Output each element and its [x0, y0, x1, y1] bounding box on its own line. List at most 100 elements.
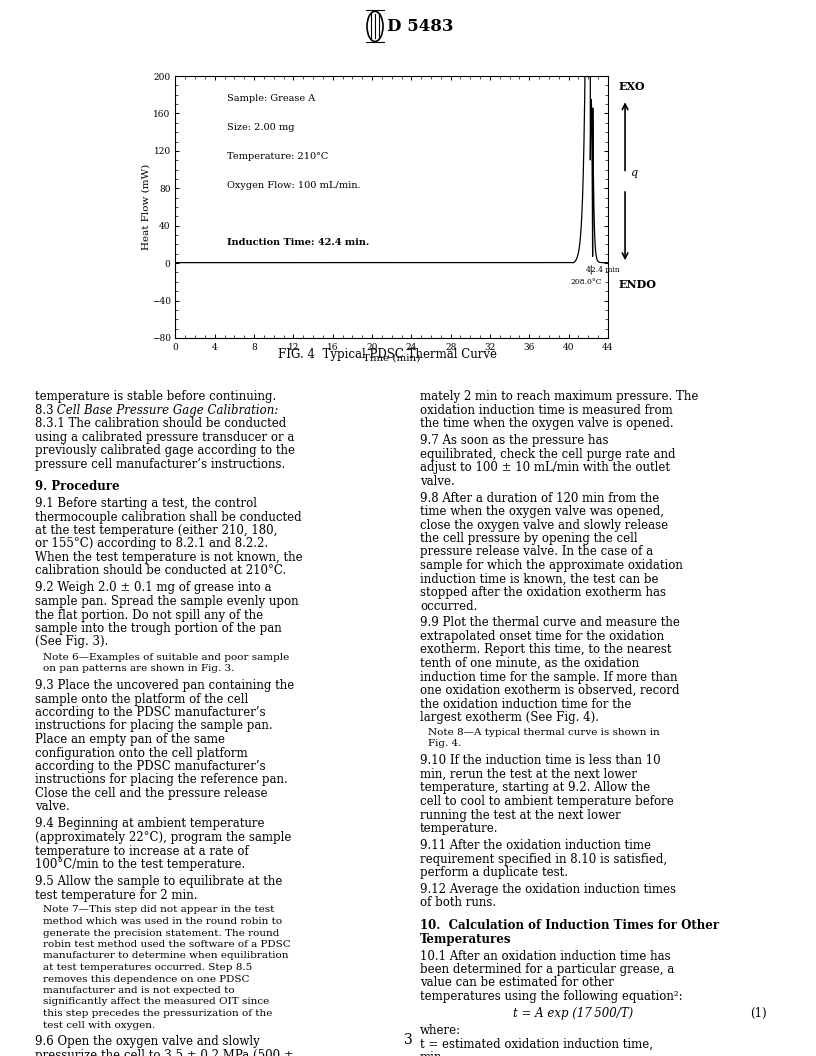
Text: robin test method used the software of a PDSC: robin test method used the software of a…: [43, 940, 290, 949]
Text: running the test at the next lower: running the test at the next lower: [420, 809, 621, 822]
Text: the flat portion. Do not spill any of the: the flat portion. Do not spill any of th…: [35, 608, 263, 622]
Text: 9.9 Plot the thermal curve and measure the: 9.9 Plot the thermal curve and measure t…: [420, 617, 680, 629]
Text: sample into the trough portion of the pan: sample into the trough portion of the pa…: [35, 622, 282, 635]
Text: thermocouple calibration shall be conducted: thermocouple calibration shall be conduc…: [35, 510, 302, 524]
Text: instructions for placing the reference pan.: instructions for placing the reference p…: [35, 773, 288, 787]
Text: close the oxygen valve and slowly release: close the oxygen valve and slowly releas…: [420, 518, 668, 531]
Y-axis label: Heat Flow (mW): Heat Flow (mW): [141, 164, 150, 250]
Text: temperature, starting at 9.2. Allow the: temperature, starting at 9.2. Allow the: [420, 781, 650, 794]
Text: configuration onto the cell platform: configuration onto the cell platform: [35, 747, 247, 759]
Text: or 155°C) according to 8.2.1 and 8.2.2.: or 155°C) according to 8.2.1 and 8.2.2.: [35, 538, 268, 550]
Text: (1): (1): [750, 1007, 767, 1020]
Text: 9.10 If the induction time is less than 10: 9.10 If the induction time is less than …: [420, 754, 661, 768]
Text: one oxidation exotherm is observed, record: one oxidation exotherm is observed, reco…: [420, 684, 680, 697]
Text: Close the cell and the pressure release: Close the cell and the pressure release: [35, 787, 268, 800]
Text: EXO: EXO: [619, 80, 645, 92]
Text: test temperature for 2 min.: test temperature for 2 min.: [35, 888, 197, 902]
Text: 10.  Calculation of Induction Times for Other: 10. Calculation of Induction Times for O…: [420, 919, 719, 932]
Text: manufacturer to determine when equilibration: manufacturer to determine when equilibra…: [43, 951, 289, 961]
Text: requirement specified in 8.10 is satisfied,: requirement specified in 8.10 is satisfi…: [420, 852, 667, 866]
Text: Fig. 4.: Fig. 4.: [428, 739, 461, 749]
Text: Note 6—Examples of suitable and poor sample: Note 6—Examples of suitable and poor sam…: [43, 653, 289, 661]
Text: at the test temperature (either 210, 180,: at the test temperature (either 210, 180…: [35, 524, 277, 538]
Text: 9.11 After the oxidation induction time: 9.11 After the oxidation induction time: [420, 840, 651, 852]
Text: induction time is known, the test can be: induction time is known, the test can be: [420, 572, 659, 585]
Text: Note 8—A typical thermal curve is shown in: Note 8—A typical thermal curve is shown …: [428, 728, 660, 737]
Text: method which was used in the round robin to: method which was used in the round robin…: [43, 917, 282, 926]
Text: mately 2 min to reach maximum pressure. The: mately 2 min to reach maximum pressure. …: [420, 390, 698, 403]
Text: the time when the oxygen valve is opened.: the time when the oxygen valve is opened…: [420, 417, 674, 430]
Text: according to the PDSC manufacturer’s: according to the PDSC manufacturer’s: [35, 706, 266, 719]
Text: FIG. 4  Typical PDSC Thermal Curve: FIG. 4 Typical PDSC Thermal Curve: [278, 347, 497, 361]
Text: removes this dependence on one PDSC: removes this dependence on one PDSC: [43, 975, 250, 983]
Text: pressure cell manufacturer’s instructions.: pressure cell manufacturer’s instruction…: [35, 457, 286, 471]
Text: temperatures using the following equation²:: temperatures using the following equatio…: [420, 991, 683, 1003]
Text: Size: 2.00 mg: Size: 2.00 mg: [228, 124, 295, 132]
Text: 8.3: 8.3: [35, 403, 57, 416]
Text: Temperatures: Temperatures: [420, 932, 512, 945]
Text: adjust to 100 ± 10 mL/min with the outlet: adjust to 100 ± 10 mL/min with the outle…: [420, 461, 670, 474]
Text: Sample: Grease A: Sample: Grease A: [228, 94, 316, 103]
Text: value can be estimated for other: value can be estimated for other: [420, 977, 614, 989]
Text: (See Fig. 3).: (See Fig. 3).: [35, 636, 109, 648]
Text: been determined for a particular grease, a: been determined for a particular grease,…: [420, 963, 674, 976]
Text: stopped after the oxidation exotherm has: stopped after the oxidation exotherm has: [420, 586, 666, 599]
Text: When the test temperature is not known, the: When the test temperature is not known, …: [35, 551, 303, 564]
Text: 9.7 As soon as the pressure has: 9.7 As soon as the pressure has: [420, 434, 609, 447]
Text: min, rerun the test at the next lower: min, rerun the test at the next lower: [420, 768, 637, 781]
Text: 9.12 Average the oxidation induction times: 9.12 Average the oxidation induction tim…: [420, 883, 676, 895]
Text: perform a duplicate test.: perform a duplicate test.: [420, 866, 568, 879]
Text: temperature is stable before continuing.: temperature is stable before continuing.: [35, 390, 277, 403]
Text: 100°C/min to the test temperature.: 100°C/min to the test temperature.: [35, 857, 246, 871]
Text: pressure release valve. In the case of a: pressure release valve. In the case of a: [420, 546, 653, 559]
Text: temperature.: temperature.: [420, 822, 499, 835]
Text: at test temperatures occurred. Step 8.5: at test temperatures occurred. Step 8.5: [43, 963, 252, 972]
Text: 42.4 min: 42.4 min: [586, 266, 620, 275]
Text: 9.6 Open the oxygen valve and slowly: 9.6 Open the oxygen valve and slowly: [35, 1036, 259, 1049]
Text: valve.: valve.: [420, 474, 455, 488]
Text: Induction Time: 42.4 min.: Induction Time: 42.4 min.: [228, 239, 370, 247]
Text: this step precedes the pressurization of the: this step precedes the pressurization of…: [43, 1008, 273, 1018]
X-axis label: Time (min): Time (min): [363, 353, 420, 362]
Text: 10.1 After an oxidation induction time has: 10.1 After an oxidation induction time h…: [420, 949, 671, 962]
Text: Temperature: 210°C: Temperature: 210°C: [228, 152, 329, 161]
Text: 9.8 After a duration of 120 min from the: 9.8 After a duration of 120 min from the: [420, 491, 659, 505]
Text: temperature to increase at a rate of: temperature to increase at a rate of: [35, 845, 249, 857]
Text: 8.3.1 The calibration should be conducted: 8.3.1 The calibration should be conducte…: [35, 417, 286, 430]
Text: sample for which the approximate oxidation: sample for which the approximate oxidati…: [420, 559, 683, 572]
Text: significantly affect the measured OIT since: significantly affect the measured OIT si…: [43, 998, 269, 1006]
Text: largest exotherm (See Fig. 4).: largest exotherm (See Fig. 4).: [420, 711, 599, 724]
Text: 9. Procedure: 9. Procedure: [35, 480, 120, 493]
Text: induction time for the sample. If more than: induction time for the sample. If more t…: [420, 671, 677, 683]
Text: 3: 3: [404, 1033, 412, 1048]
Text: time when the oxygen valve was opened,: time when the oxygen valve was opened,: [420, 505, 664, 518]
Text: using a calibrated pressure transducer or a: using a calibrated pressure transducer o…: [35, 431, 295, 444]
Text: previously calibrated gage according to the: previously calibrated gage according to …: [35, 444, 295, 457]
Text: instructions for placing the sample pan.: instructions for placing the sample pan.: [35, 719, 273, 733]
Text: sample pan. Spread the sample evenly upon: sample pan. Spread the sample evenly upo…: [35, 595, 299, 608]
Text: t = estimated oxidation induction time,: t = estimated oxidation induction time,: [420, 1037, 653, 1051]
Text: q: q: [630, 168, 637, 178]
Text: cell to cool to ambient temperature before: cell to cool to ambient temperature befo…: [420, 795, 674, 808]
Text: calibration should be conducted at 210°C.: calibration should be conducted at 210°C…: [35, 565, 286, 578]
Text: where:: where:: [420, 1024, 461, 1037]
Text: according to the PDSC manufacturer’s: according to the PDSC manufacturer’s: [35, 760, 266, 773]
Text: the oxidation induction time for the: the oxidation induction time for the: [420, 698, 632, 711]
Text: Note 7—This step did not appear in the test: Note 7—This step did not appear in the t…: [43, 905, 274, 914]
Text: the cell pressure by opening the cell: the cell pressure by opening the cell: [420, 532, 637, 545]
Text: exotherm. Report this time, to the nearest: exotherm. Report this time, to the neare…: [420, 643, 672, 657]
Text: 9.3 Place the uncovered pan containing the: 9.3 Place the uncovered pan containing t…: [35, 679, 295, 692]
Text: valve.: valve.: [35, 800, 69, 813]
Text: Cell Base Pressure Gage Calibration:: Cell Base Pressure Gage Calibration:: [53, 403, 278, 416]
Text: tenth of one minute, as the oxidation: tenth of one minute, as the oxidation: [420, 657, 639, 670]
Text: Place an empty pan of the same: Place an empty pan of the same: [35, 733, 225, 746]
Text: on pan patterns are shown in Fig. 3.: on pan patterns are shown in Fig. 3.: [43, 664, 234, 673]
Text: 9.5 Allow the sample to equilibrate at the: 9.5 Allow the sample to equilibrate at t…: [35, 875, 282, 888]
Text: ENDO: ENDO: [619, 279, 657, 289]
Text: extrapolated onset time for the oxidation: extrapolated onset time for the oxidatio…: [420, 630, 664, 643]
Text: 9.1 Before starting a test, the control: 9.1 Before starting a test, the control: [35, 497, 257, 510]
Text: of both runs.: of both runs.: [420, 897, 496, 909]
Text: (approximately 22°C), program the sample: (approximately 22°C), program the sample: [35, 831, 291, 844]
Text: D 5483: D 5483: [387, 18, 454, 35]
Text: pressurize the cell to 3.5 ± 0.2 MPa (500 ±: pressurize the cell to 3.5 ± 0.2 MPa (50…: [35, 1049, 294, 1056]
